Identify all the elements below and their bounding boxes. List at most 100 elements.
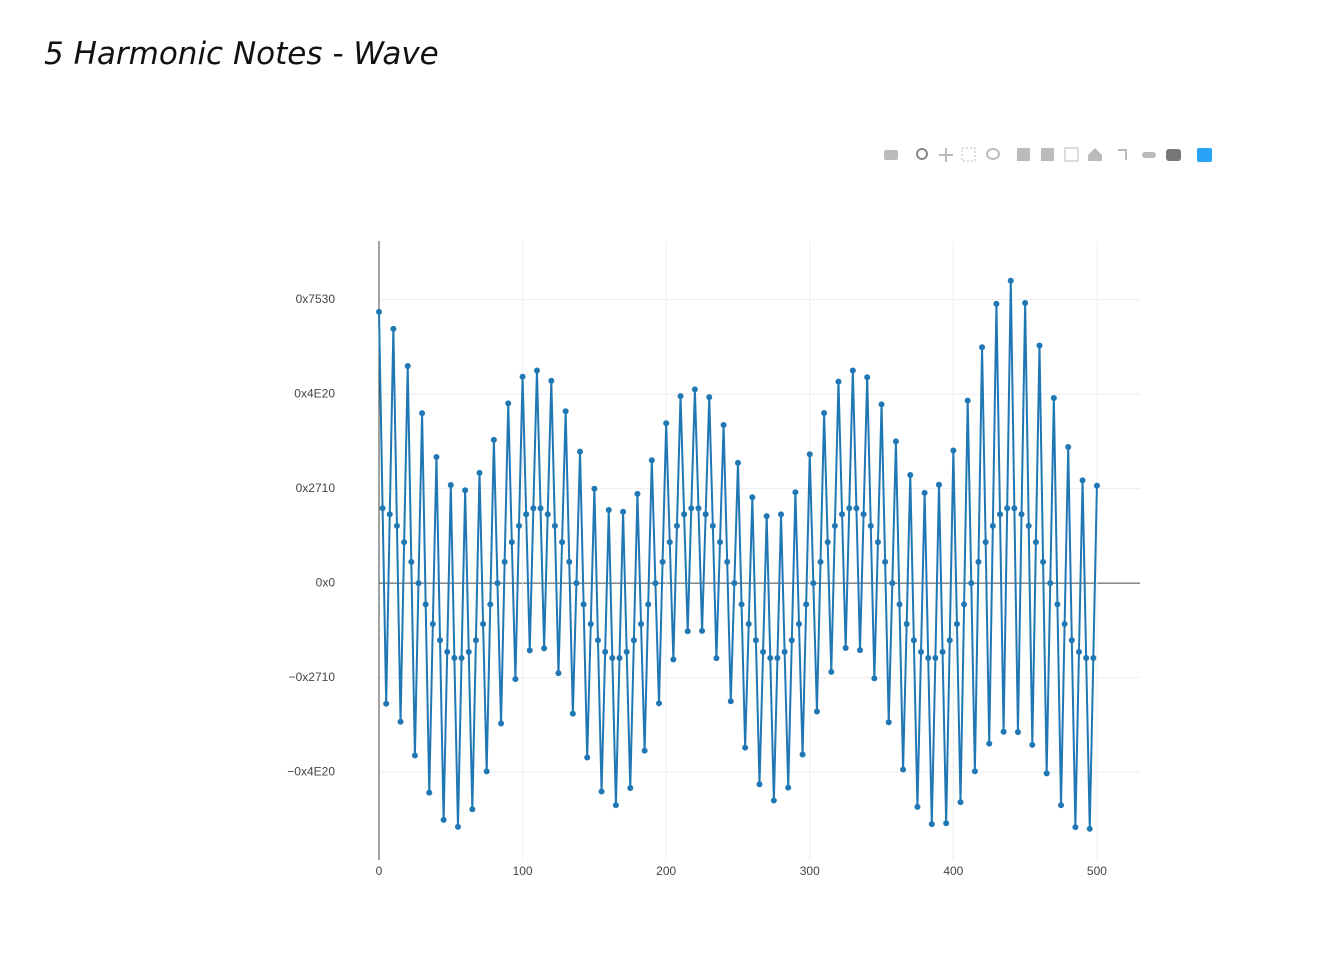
data-point (551, 522, 558, 529)
data-point (555, 670, 562, 677)
data-point (921, 489, 928, 496)
lasso-button[interactable] (986, 148, 1000, 160)
data-point (946, 637, 953, 644)
data-point (1032, 539, 1039, 546)
data-point (605, 507, 612, 514)
data-point (458, 654, 465, 661)
data-point (1014, 729, 1021, 736)
zoom-in-button[interactable] (1017, 148, 1030, 161)
data-point (594, 637, 601, 644)
data-point (979, 344, 986, 351)
data-point (778, 511, 785, 518)
data-point (483, 768, 490, 775)
zoom-button[interactable] (916, 148, 928, 160)
data-point (975, 558, 982, 565)
data-point (1090, 654, 1097, 661)
data-point (749, 494, 756, 501)
data-point (727, 698, 734, 705)
data-point (738, 601, 745, 608)
data-point (426, 789, 433, 796)
data-point (1018, 511, 1025, 518)
data-point (630, 637, 637, 644)
data-point (573, 580, 580, 587)
zoom-out-button[interactable] (1041, 148, 1054, 161)
camera-button[interactable] (884, 150, 898, 160)
data-point (785, 784, 792, 791)
data-point (1061, 621, 1068, 628)
data-point (602, 648, 609, 655)
data-point (1050, 394, 1057, 401)
data-point (598, 788, 605, 795)
y-tick-label: −0x2710 (289, 670, 336, 684)
data-point (530, 505, 537, 512)
x-tick-label: 0 (376, 864, 383, 878)
data-point (986, 740, 993, 747)
data-point (562, 408, 569, 415)
data-point (953, 621, 960, 628)
data-point (591, 485, 598, 492)
data-point (810, 580, 817, 587)
data-point (1007, 277, 1014, 284)
data-point (993, 300, 1000, 307)
spike-button[interactable] (1118, 149, 1127, 160)
autoscale-button[interactable] (1064, 147, 1079, 162)
data-point (910, 637, 917, 644)
data-point (512, 676, 519, 683)
data-point (860, 511, 867, 518)
data-point (1086, 825, 1093, 832)
data-point (411, 752, 418, 759)
data-point (1075, 648, 1082, 655)
data-point (896, 601, 903, 608)
data-point (487, 601, 494, 608)
data-point (799, 751, 806, 758)
data-point (393, 522, 400, 529)
data-point (864, 374, 871, 381)
data-point (914, 803, 921, 810)
data-point (849, 367, 856, 374)
data-point (828, 668, 835, 675)
data-point (451, 654, 458, 661)
data-point (831, 522, 838, 529)
data-point (968, 580, 975, 587)
select-button[interactable] (961, 147, 976, 162)
reset-button[interactable] (1088, 148, 1102, 161)
data-point (1054, 601, 1061, 608)
pan-button[interactable] (939, 148, 953, 162)
hover-compare-button[interactable] (1166, 149, 1181, 161)
x-tick-label: 500 (1087, 864, 1107, 878)
data-point (580, 601, 587, 608)
data-point (472, 637, 479, 644)
data-point (842, 645, 849, 652)
y-tick-label: 0x7530 (296, 292, 336, 306)
data-point (533, 367, 540, 374)
data-point (997, 511, 1004, 518)
data-point (645, 601, 652, 608)
data-point (659, 558, 666, 565)
data-point (1079, 477, 1086, 484)
data-point (663, 420, 670, 427)
data-point (476, 469, 483, 476)
data-point (781, 648, 788, 655)
data-point (724, 558, 731, 565)
data-point (939, 648, 946, 655)
data-point (878, 401, 885, 408)
data-point (720, 421, 727, 428)
data-point (404, 363, 411, 370)
data-point (627, 784, 634, 791)
hover-closest-button[interactable] (1142, 152, 1156, 158)
data-point (971, 768, 978, 775)
data-point (774, 654, 781, 661)
data-point (1036, 342, 1043, 349)
chart-title: 5 Harmonic Notes - Wave (44, 36, 439, 72)
data-point (699, 627, 706, 634)
data-point (742, 744, 749, 751)
data-point (490, 436, 497, 443)
data-point (871, 675, 878, 682)
data-point (494, 580, 501, 587)
plotly-logo[interactable] (1197, 148, 1212, 162)
data-point (760, 648, 767, 655)
data-point (648, 457, 655, 464)
data-point (925, 654, 932, 661)
data-point (964, 397, 971, 404)
